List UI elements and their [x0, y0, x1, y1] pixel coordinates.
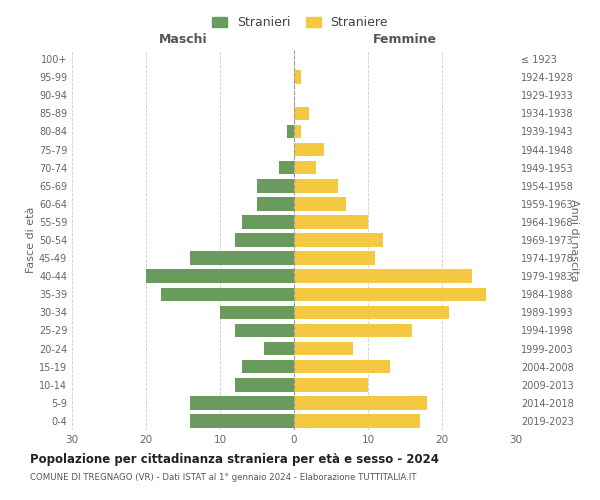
Bar	[294, 360, 390, 374]
Bar	[294, 197, 346, 210]
Bar	[257, 197, 294, 210]
Text: COMUNE DI TREGNAGO (VR) - Dati ISTAT al 1° gennaio 2024 - Elaborazione TUTTITALI: COMUNE DI TREGNAGO (VR) - Dati ISTAT al …	[30, 472, 416, 482]
Bar	[294, 270, 472, 283]
Bar	[294, 215, 368, 228]
Y-axis label: Fasce di età: Fasce di età	[26, 207, 36, 273]
Bar	[257, 179, 294, 192]
Bar	[190, 396, 294, 409]
Bar	[242, 215, 294, 228]
Bar	[294, 306, 449, 319]
Bar	[190, 414, 294, 428]
Bar	[294, 378, 368, 392]
Bar	[220, 306, 294, 319]
Bar	[265, 342, 294, 355]
Bar	[294, 288, 487, 301]
Bar	[294, 414, 420, 428]
Bar	[235, 233, 294, 247]
Bar	[294, 161, 316, 174]
Bar	[235, 378, 294, 392]
Legend: Stranieri, Straniere: Stranieri, Straniere	[207, 11, 393, 34]
Bar	[294, 70, 301, 84]
Bar	[161, 288, 294, 301]
Bar	[294, 106, 309, 120]
Bar	[294, 342, 353, 355]
Bar	[294, 124, 301, 138]
Bar	[287, 124, 294, 138]
Text: Maschi: Maschi	[158, 34, 208, 46]
Bar	[294, 142, 323, 156]
Bar	[279, 161, 294, 174]
Bar	[294, 233, 383, 247]
Bar	[294, 324, 412, 338]
Text: Femmine: Femmine	[373, 34, 437, 46]
Bar	[294, 396, 427, 409]
Bar	[146, 270, 294, 283]
Bar	[294, 252, 376, 265]
Text: Popolazione per cittadinanza straniera per età e sesso - 2024: Popolazione per cittadinanza straniera p…	[30, 452, 439, 466]
Bar	[190, 252, 294, 265]
Y-axis label: Anni di nascita: Anni di nascita	[569, 198, 579, 281]
Bar	[235, 324, 294, 338]
Bar	[294, 179, 338, 192]
Bar	[242, 360, 294, 374]
